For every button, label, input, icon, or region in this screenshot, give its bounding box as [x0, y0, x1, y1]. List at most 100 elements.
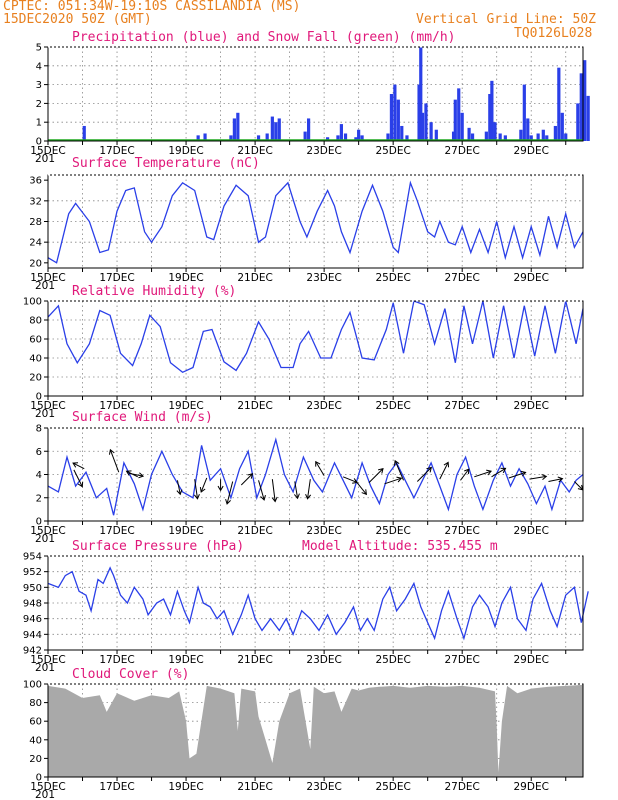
- precip-bar: [419, 47, 423, 141]
- wind-vector: [271, 479, 276, 502]
- x-tick-label: 25DEC: [375, 654, 410, 666]
- wind-vector-head: [77, 481, 84, 488]
- y-tick-label: 8: [36, 424, 42, 435]
- wind-vector: [126, 470, 138, 478]
- precip-bar: [529, 135, 533, 141]
- x-tick-label: 21DEC: [237, 781, 272, 793]
- wind-vector: [508, 471, 526, 479]
- y-tick-label: 40: [29, 354, 42, 365]
- x-tick-label: 19DEC: [168, 400, 203, 412]
- x-tick-label: 29DEC: [514, 400, 549, 412]
- precip-bar: [303, 131, 307, 141]
- y-tick-label: 6: [36, 447, 42, 458]
- panel-5: 942 944 946 948 950 952 954 15DEC 17DEC 19DEC 21DE…: [23, 539, 589, 674]
- x-tick-label: 23DEC: [306, 781, 341, 793]
- y-tick-label: 20: [29, 258, 42, 269]
- precip-bar: [339, 124, 343, 141]
- wind-vector: [460, 468, 470, 481]
- wind-vector-head: [378, 467, 384, 474]
- precip-bar: [236, 112, 240, 141]
- series-line: [47, 180, 584, 264]
- wind-vector: [474, 470, 492, 478]
- x-tick-label: 29DEC: [514, 272, 549, 284]
- precip-bar: [389, 94, 394, 141]
- wind-vector-head: [361, 489, 367, 496]
- series-line: [47, 566, 589, 641]
- precip-bar: [536, 133, 540, 141]
- x-tick-label: 21DEC: [237, 272, 272, 284]
- wind-vector-head: [464, 468, 470, 475]
- wind-vector-head: [176, 489, 183, 496]
- wind-vector: [226, 481, 234, 504]
- precip-bar: [424, 103, 428, 141]
- panel-frame: [47, 46, 584, 142]
- x-year-stub: 201: [35, 533, 55, 545]
- wind-vector: [548, 478, 563, 482]
- panel-frame: [47, 683, 584, 778]
- x-tick-label: 23DEC: [306, 654, 341, 666]
- x-year-stub: 201: [35, 789, 55, 800]
- y-tick-label: 954: [23, 552, 42, 563]
- x-tick-label: 15DEC: [30, 272, 65, 284]
- x-tick-label: 21DEC: [237, 654, 272, 666]
- wind-vector-head: [138, 472, 145, 479]
- x-tick-label: 25DEC: [375, 525, 410, 537]
- precip-bar: [526, 118, 530, 141]
- series-line: [47, 437, 584, 516]
- panel-title: Surface Wind (m/s): [72, 410, 213, 425]
- precip-bar: [265, 133, 269, 141]
- panel-6: 0 20 40 60 80 100 15DEC 17DEC 19DEC 21DEC 23DEC 25D…: [23, 667, 584, 800]
- precip-bar: [232, 118, 236, 141]
- y-tick-label: 950: [23, 583, 42, 594]
- x-tick-label: 15DEC: [30, 400, 65, 412]
- panel-4: 0 2 4 6 8 15DEC 17DEC 19DEC 21DEC 23DEC 25DEC 27DEC…: [30, 410, 584, 545]
- series-line: [47, 300, 584, 374]
- x-tick-label: 21DEC: [237, 400, 272, 412]
- precip-bar: [306, 118, 311, 141]
- y-tick-label: 3: [36, 80, 42, 91]
- x-tick-label: 25DEC: [375, 272, 410, 284]
- wind-vector: [394, 460, 404, 481]
- precip-bar: [541, 129, 545, 141]
- wind-vector-head: [199, 486, 206, 493]
- precip-bar: [488, 94, 492, 141]
- y-tick-label: 0: [36, 137, 42, 148]
- precip-bar: [503, 135, 507, 141]
- precip-bar: [196, 135, 200, 141]
- y-tick-label: 1: [36, 118, 42, 129]
- y-tick-label: 36: [29, 176, 42, 187]
- precip-bar: [557, 67, 561, 141]
- x-tick-label: 25DEC: [375, 400, 410, 412]
- precip-bar: [460, 112, 464, 141]
- x-tick-label: 21DEC: [237, 145, 272, 157]
- x-tick-label: 17DEC: [99, 400, 134, 412]
- x-year-stub: 201: [35, 408, 55, 420]
- y-tick-label: 946: [23, 614, 42, 625]
- y-tick-label: 100: [23, 680, 42, 691]
- x-year-stub: 201: [35, 662, 55, 674]
- precip-bar: [354, 137, 358, 141]
- wind-vector: [109, 449, 120, 473]
- wind-vector: [307, 479, 311, 499]
- precip-bar: [545, 135, 549, 141]
- precip-bar: [453, 99, 457, 141]
- panel-title: Surface Temperature (nC): [72, 156, 260, 171]
- precip-bar: [519, 129, 523, 141]
- precip-bar: [396, 99, 400, 141]
- y-tick-label: 944: [23, 630, 42, 641]
- wind-vector: [439, 462, 449, 480]
- cloud-cover-area: [48, 684, 583, 777]
- wind-vector: [240, 473, 253, 486]
- precip-bar: [490, 80, 494, 141]
- precip-bar: [325, 137, 330, 141]
- x-tick-label: 27DEC: [444, 525, 479, 537]
- wind-vector: [176, 480, 181, 495]
- x-tick-label: 23DEC: [306, 145, 341, 157]
- wind-vector: [574, 481, 584, 491]
- precip-bar: [343, 133, 348, 141]
- wind-vector-head: [125, 470, 132, 476]
- x-tick-label: 17DEC: [99, 145, 134, 157]
- wind-vector: [315, 461, 325, 476]
- panel-3: 0 20 40 60 80 100 15DEC 17DEC 19DEC 21DEC 23DEC 25D…: [23, 284, 584, 420]
